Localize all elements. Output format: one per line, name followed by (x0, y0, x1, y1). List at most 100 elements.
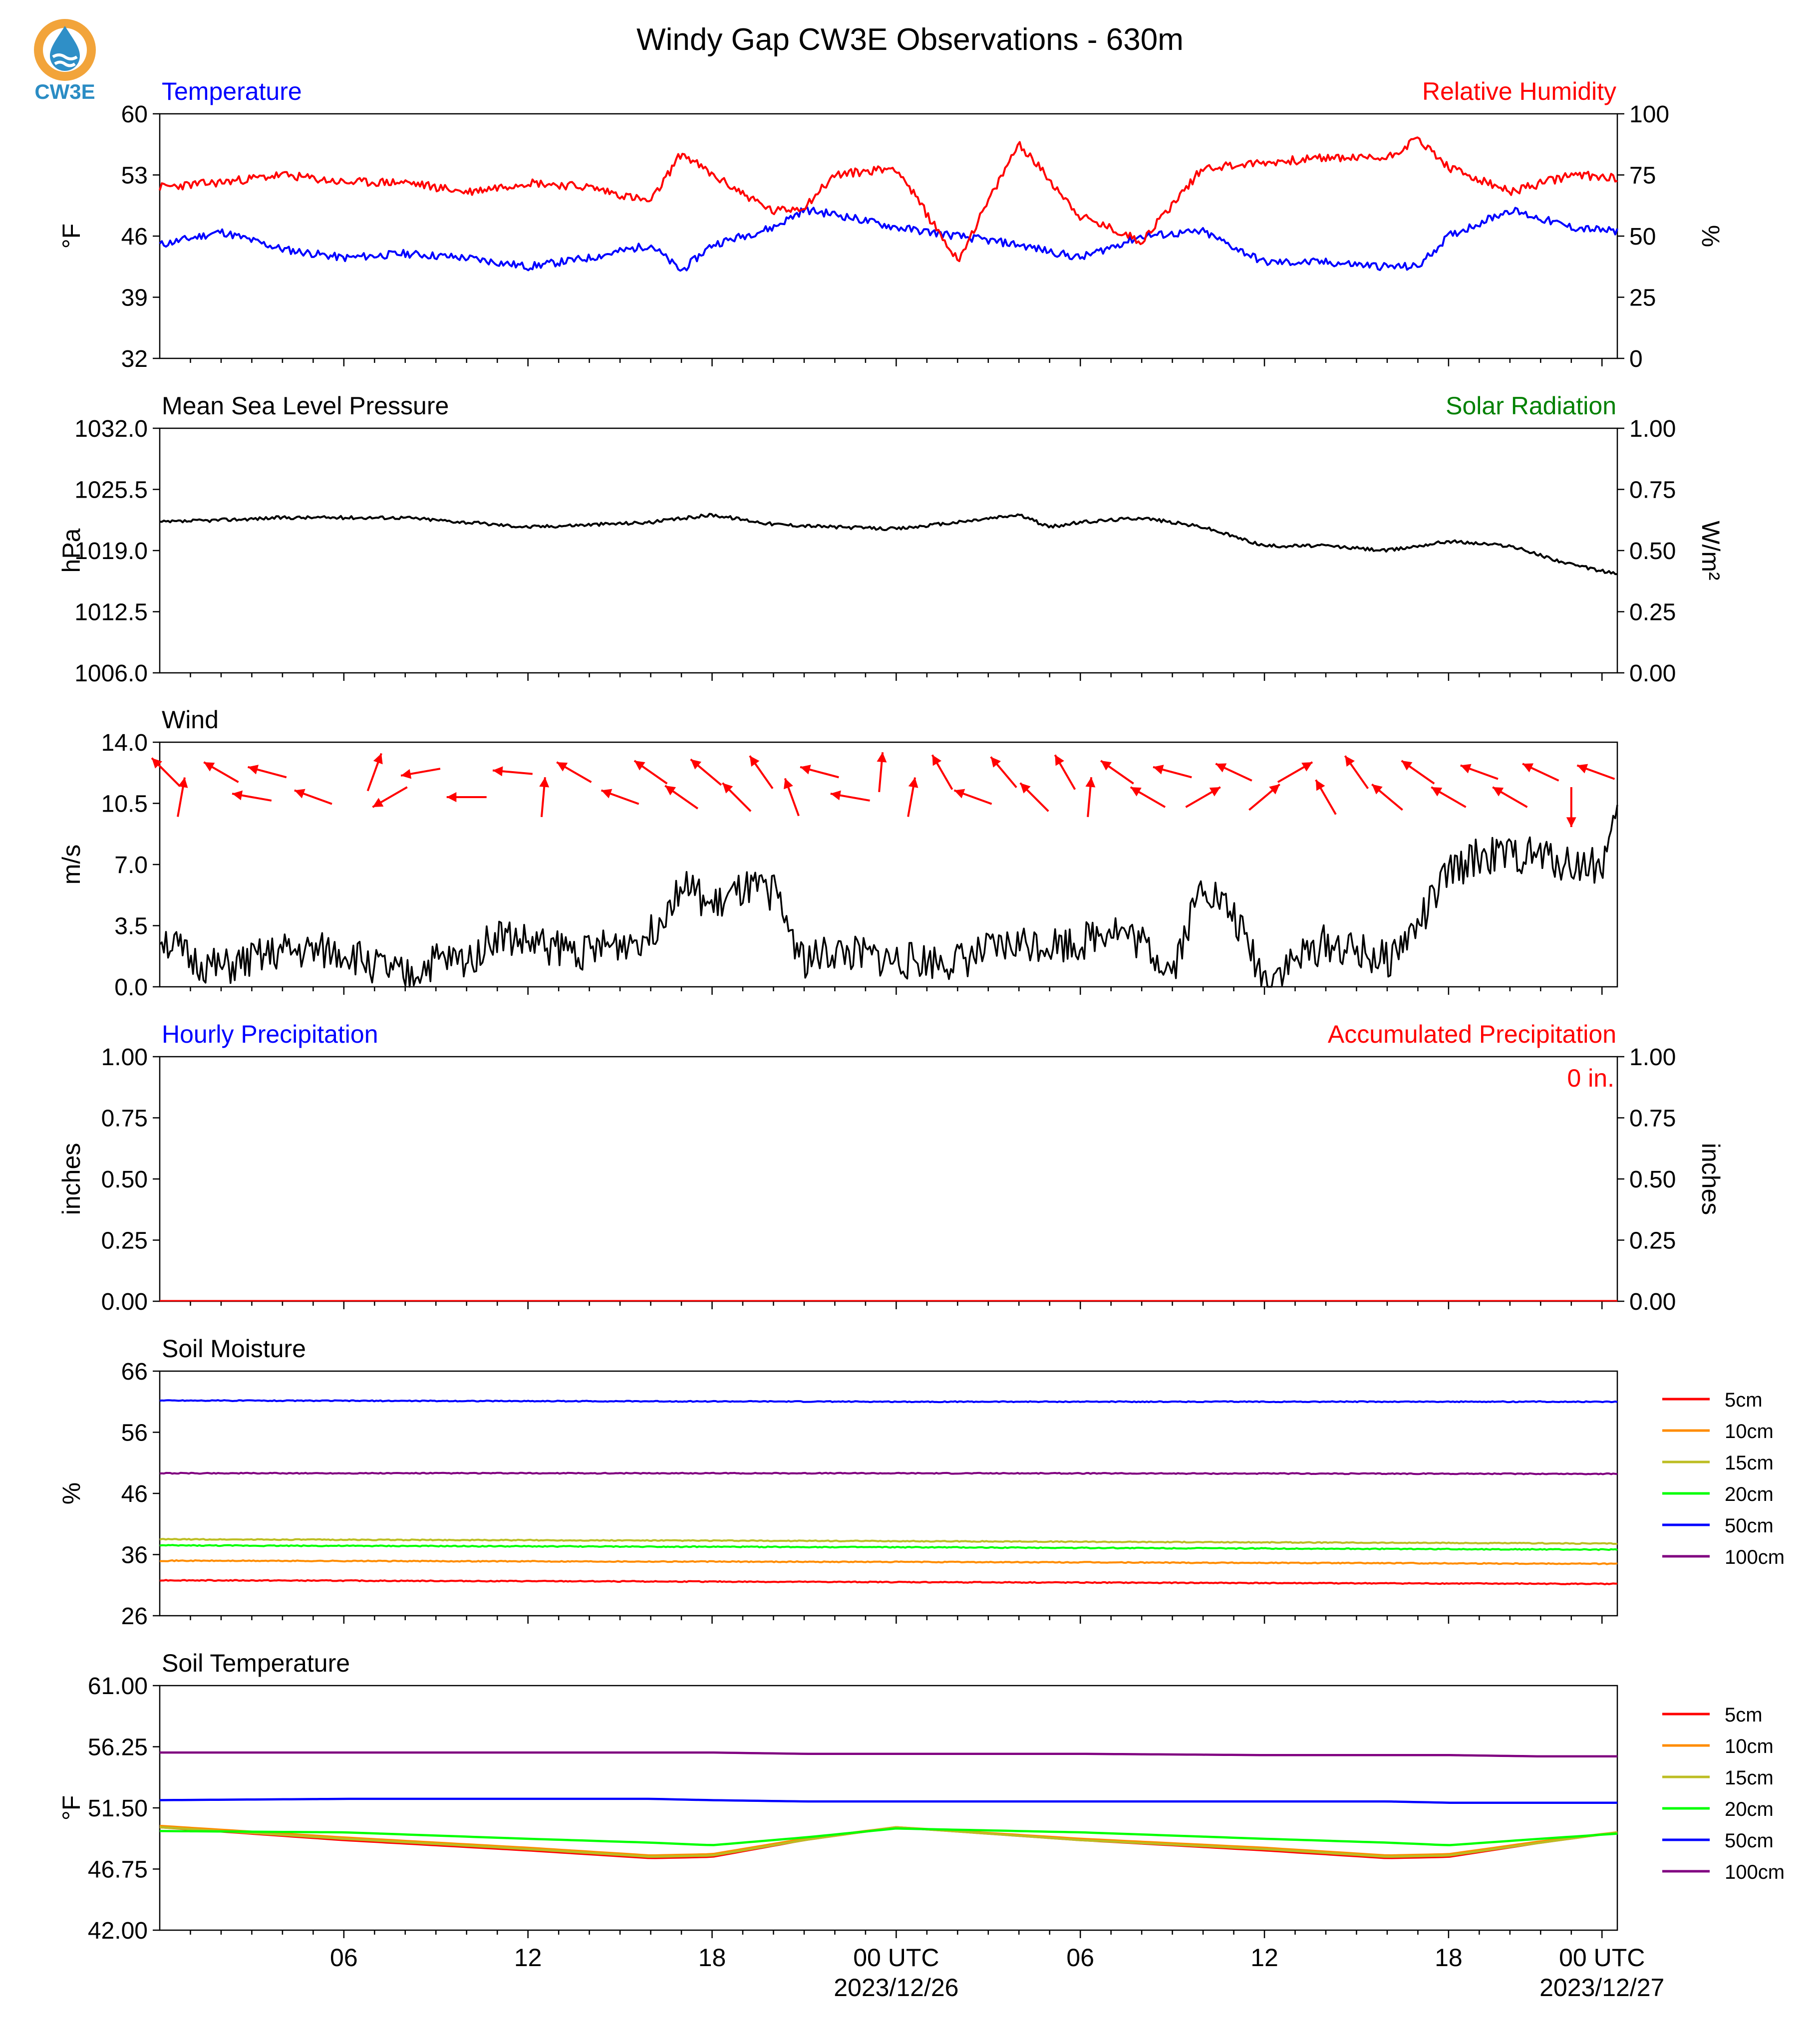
time-axis-label: 00 UTC (853, 1944, 939, 1972)
pressure-right-tick-label: 0.75 (1629, 477, 1676, 504)
time-axis-label: 06 (1066, 1944, 1094, 1972)
humidity-line (159, 136, 1618, 263)
temp_rh-left-tick-label: 32 (121, 346, 148, 372)
precip-right-tick-label: 0.75 (1629, 1106, 1676, 1132)
wind-arrow-head (601, 789, 612, 799)
temp_rh-right-title: Relative Humidity (1422, 77, 1616, 105)
precip-right-tick-label: 0.50 (1629, 1166, 1676, 1193)
temp_rh-plot-frame (159, 113, 1618, 359)
soil_temp-left-tick-label: 46.75 (88, 1857, 148, 1883)
wind-arrow-head (1431, 787, 1443, 797)
temp_rh-right-tick-label: 100 (1629, 101, 1669, 128)
time-axis-label: 18 (1435, 1944, 1463, 1972)
soil_temp-left-tick-label: 56.25 (88, 1735, 148, 1761)
pressure-left-tick-label: 1025.5 (74, 477, 148, 504)
soil_moisture-left-tick-label: 56 (121, 1420, 148, 1447)
temp_rh-left-tick-label: 46 (121, 224, 148, 250)
temp_rh-right-tick-label: 50 (1629, 224, 1656, 250)
wind-arrow-head (232, 790, 243, 801)
temp_rh-right-tick-label: 0 (1629, 346, 1643, 372)
wind-arrow-head (877, 752, 887, 763)
precip-left-tick-label: 0.00 (101, 1289, 148, 1315)
time-axis-label: 12 (514, 1944, 542, 1972)
wind-arrow-head (1316, 780, 1325, 791)
time-axis-label: 12 (1250, 1944, 1278, 1972)
temp_rh-left-tick-label: 60 (121, 101, 148, 128)
soil_temp-left-tick-label: 51.50 (88, 1795, 148, 1822)
precip-left-tick-label: 0.25 (101, 1228, 148, 1254)
soil_temp-legend-label: 50cm (1725, 1830, 1774, 1852)
wind-arrow-head (1566, 817, 1576, 827)
temp_rh-left-tick-label: 39 (121, 285, 148, 311)
wind-arrow-head (690, 759, 702, 770)
wind-arrow-head (294, 789, 305, 799)
soil-moisture-line-15cm (159, 1538, 1618, 1545)
wind-arrow-head (722, 783, 733, 794)
soil_moisture-legend-label: 20cm (1725, 1483, 1774, 1505)
soil-temp-line-100cm (160, 1751, 1617, 1758)
accumulated-precip-value: 0 in. (1567, 1064, 1614, 1092)
precip-left-tick-label: 1.00 (101, 1044, 148, 1071)
wind-arrow-head (493, 766, 503, 777)
wind-arrow-head (1055, 755, 1064, 766)
pressure-left-tick-label: 1032.0 (74, 416, 148, 442)
soil_moisture-left-tick-label: 36 (121, 1542, 148, 1569)
wind-arrow-head (1209, 787, 1220, 797)
logo-text: CW3E (34, 80, 95, 103)
figure-title: Windy Gap CW3E Observations - 630m (636, 22, 1184, 57)
soil_moisture-left-title: Soil Moisture (162, 1335, 306, 1363)
pressure-left-tick-label: 1012.5 (74, 599, 148, 626)
soil_temp-plot-frame (159, 1685, 1618, 1931)
wind-speed-line (159, 805, 1618, 988)
pressure-right-tick-label: 1.00 (1629, 416, 1676, 442)
wind-arrow-head (1085, 777, 1096, 788)
wind-arrow-head (1493, 787, 1504, 797)
precip-left-title: Hourly Precipitation (162, 1020, 378, 1048)
wind-arrow-head (749, 756, 760, 767)
soil_moisture-legend-label: 50cm (1725, 1515, 1774, 1537)
wind-arrow-head (401, 769, 412, 779)
wind-arrow-head (1301, 762, 1313, 772)
soil_moisture-legend-label: 10cm (1725, 1421, 1774, 1443)
pressure-right-tick-label: 0.00 (1629, 660, 1676, 687)
precip-right-axis-label: inches (1697, 1143, 1725, 1215)
soil_moisture-plot-frame (159, 1370, 1618, 1617)
wind-arrow-head (783, 778, 793, 790)
wind-arrow-head (990, 757, 1001, 768)
pressure-left-axis-label: hPa (57, 528, 85, 573)
soil-moisture-line-100cm (159, 1471, 1618, 1475)
soil_moisture-legend-label: 100cm (1725, 1546, 1785, 1568)
soil-temp-line-20cm (159, 1827, 1618, 1846)
soil_temp-legend-label: 15cm (1725, 1767, 1774, 1789)
wind-arrow-head (932, 755, 942, 766)
precip-right-tick-label: 0.25 (1629, 1228, 1676, 1254)
soil_temp-left-tick-label: 42.00 (88, 1918, 148, 1944)
time-axis-label: 06 (330, 1944, 358, 1972)
wind-arrow-head (1101, 761, 1112, 771)
wind-arrow-head (248, 765, 259, 775)
soil-moisture-line-50cm (159, 1399, 1618, 1404)
wind-arrow-head (1345, 756, 1355, 767)
precip-left-tick-label: 0.50 (101, 1166, 148, 1193)
precip-right-tick-label: 1.00 (1629, 1044, 1676, 1071)
date-label-1: 2023/12/26 (834, 1974, 958, 2002)
wind-left-tick-label: 0.0 (114, 974, 148, 1001)
wind-left-tick-label: 7.0 (114, 852, 148, 878)
wind-arrow-head (372, 798, 384, 807)
temp_rh-left-axis-label: °F (57, 224, 85, 249)
wind-left-tick-label: 3.5 (114, 913, 148, 940)
soil_temp-left-title: Soil Temperature (162, 1649, 350, 1677)
wind-arrow-head (800, 765, 811, 775)
precip-plot-frame (159, 1056, 1618, 1302)
precip-left-axis-label: inches (57, 1143, 85, 1215)
pressure-left-title: Mean Sea Level Pressure (162, 392, 449, 420)
wind-left-tick-label: 14.0 (101, 730, 148, 756)
soil-moisture-line-5cm (159, 1579, 1618, 1586)
soil_moisture-legend-label: 5cm (1725, 1389, 1763, 1411)
pressure-right-title: Solar Radiation (1446, 392, 1616, 420)
soil-temp-line-50cm (159, 1797, 1617, 1804)
time-axis-label: 00 UTC (1559, 1944, 1645, 1972)
wind-arrow-head (1460, 764, 1472, 774)
temperature-line (159, 206, 1618, 272)
